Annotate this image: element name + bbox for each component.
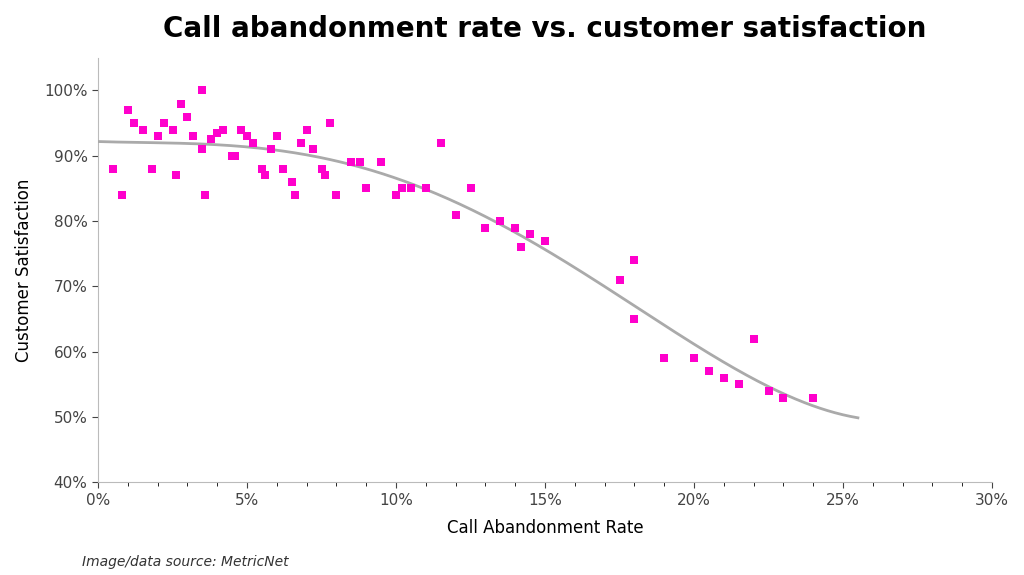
Point — [298, 125, 314, 135]
Point — [173, 99, 189, 108]
Point — [150, 132, 166, 141]
Point — [323, 118, 339, 128]
Point — [134, 125, 151, 135]
Point — [627, 315, 643, 324]
Point — [156, 118, 172, 128]
Point — [195, 145, 211, 154]
Point — [203, 135, 219, 144]
Point — [522, 229, 539, 239]
Point — [656, 354, 673, 363]
Point — [126, 118, 142, 128]
Point — [245, 138, 261, 147]
Point — [316, 171, 333, 180]
Point — [730, 380, 746, 389]
Point — [179, 112, 196, 121]
Point — [462, 184, 478, 193]
Point — [760, 386, 776, 396]
Point — [114, 190, 130, 200]
Point — [254, 164, 270, 174]
Point — [352, 158, 369, 167]
Point — [775, 393, 792, 402]
Point — [447, 210, 464, 219]
Point — [227, 151, 244, 160]
Point — [805, 393, 821, 402]
Point — [224, 151, 241, 160]
Point — [232, 125, 249, 135]
Point — [143, 164, 160, 174]
Point — [477, 223, 494, 232]
Point — [388, 190, 404, 200]
Y-axis label: Customer Satisfaction: Customer Satisfaction — [15, 178, 33, 362]
Point — [402, 184, 419, 193]
Point — [537, 236, 553, 246]
Point — [257, 171, 273, 180]
Point — [686, 354, 702, 363]
Point — [373, 158, 389, 167]
Point — [329, 190, 345, 200]
Point — [507, 223, 523, 232]
Point — [304, 145, 321, 154]
Point — [513, 243, 529, 252]
Point — [284, 177, 300, 186]
Point — [418, 184, 434, 193]
Point — [287, 190, 303, 200]
X-axis label: Call Abandonment Rate: Call Abandonment Rate — [446, 519, 643, 537]
Point — [268, 132, 285, 141]
Point — [493, 217, 509, 226]
Point — [164, 125, 180, 135]
Point — [195, 86, 211, 95]
Point — [120, 105, 136, 114]
Point — [343, 158, 359, 167]
Point — [274, 164, 291, 174]
Point — [627, 256, 643, 265]
Point — [716, 373, 732, 382]
Text: Image/data source: MetricNet: Image/data source: MetricNet — [82, 555, 289, 569]
Point — [293, 138, 309, 147]
Point — [313, 164, 330, 174]
Point — [239, 132, 255, 141]
Point — [611, 275, 628, 285]
Point — [215, 125, 231, 135]
Point — [700, 367, 717, 376]
Point — [197, 190, 213, 200]
Point — [104, 164, 121, 174]
Point — [185, 132, 202, 141]
Point — [209, 128, 225, 137]
Point — [358, 184, 375, 193]
Point — [745, 334, 762, 343]
Point — [432, 138, 449, 147]
Point — [394, 184, 411, 193]
Point — [167, 171, 183, 180]
Title: Call abandonment rate vs. customer satisfaction: Call abandonment rate vs. customer satis… — [163, 15, 927, 43]
Point — [263, 145, 280, 154]
